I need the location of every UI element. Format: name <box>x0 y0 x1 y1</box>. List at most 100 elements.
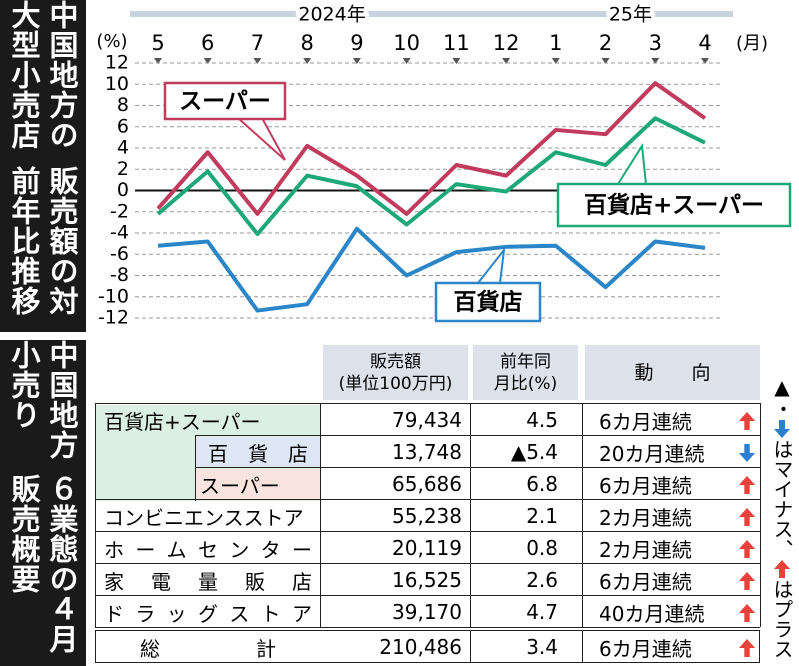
y-tick-label: -12 <box>98 307 129 329</box>
up-arrow <box>738 412 756 430</box>
y-tick-label: 0 <box>117 179 129 201</box>
header-text: (単位100万円) <box>338 373 453 394</box>
ratio-value: ▲5.4 <box>510 440 558 464</box>
x-tick-label: 7 <box>251 31 264 55</box>
legend-label: スーパー <box>179 89 271 115</box>
y-tick-label: -4 <box>110 222 129 244</box>
y-tick-label: -8 <box>110 264 129 286</box>
up-arrow <box>738 508 756 526</box>
x-tick-mark <box>203 58 212 64</box>
ratio-value: 2.1 <box>526 504 558 528</box>
title-line: ６業態の４月販売概要 <box>7 474 79 655</box>
rule <box>195 435 760 436</box>
trend-value: 6カ月連続 <box>585 565 760 595</box>
header-text: 月比(%) <box>493 373 558 394</box>
up-arrow-icon <box>774 560 790 578</box>
callout-box <box>434 281 542 323</box>
up-arrow <box>738 639 756 657</box>
rule <box>582 403 583 627</box>
y-tick-label: 6 <box>117 115 129 137</box>
trend-value: 6カ月連続 <box>585 632 760 662</box>
rule <box>195 467 760 468</box>
row-name: 総計 <box>140 636 276 661</box>
down-arrow <box>738 444 756 462</box>
rule <box>760 403 761 627</box>
rule <box>582 630 583 663</box>
trend-value: 6カ月連続 <box>585 469 760 499</box>
total-box <box>95 630 760 663</box>
y-tick-label: 12 <box>105 52 129 74</box>
row-name: スーパー <box>196 469 320 499</box>
title-line: 中国地方小売り <box>7 340 79 460</box>
x-tick-mark <box>452 58 461 64</box>
x-tick-label: 4 <box>698 31 711 55</box>
trend-value: 6カ月連続 <box>585 405 760 435</box>
header-text: 販売額 <box>370 351 421 372</box>
row-name: ドラッグストア <box>104 601 312 626</box>
header-text: 前年同 <box>500 351 551 372</box>
rule <box>95 499 760 500</box>
sales-value: 210,486 <box>379 635 462 659</box>
ratio-value: 4.5 <box>526 408 558 432</box>
x-tick-mark <box>551 58 560 64</box>
ratio-value: 6.8 <box>526 472 558 496</box>
x-tick-label: 10 <box>393 31 420 55</box>
y-tick-label: -10 <box>98 285 129 307</box>
x-tick-mark <box>352 58 361 64</box>
trend-value: 2カ月連続 <box>585 533 760 563</box>
x-tick-mark <box>154 58 162 64</box>
sales-value: 20,119 <box>392 536 462 560</box>
sales-value: 55,238 <box>392 504 462 528</box>
y-tick-label: 2 <box>117 158 129 180</box>
year-label: 25年 <box>609 4 652 26</box>
x-tick-label: 8 <box>300 31 313 55</box>
x-tick-label: 11 <box>443 31 470 55</box>
rule <box>320 403 321 627</box>
sales-value: 39,170 <box>392 600 462 624</box>
year-label: 2024年 <box>298 4 365 26</box>
legend-label: 百貨店+スーパー <box>584 192 764 219</box>
rule <box>95 595 760 596</box>
x-tick-mark <box>303 58 312 64</box>
year-band <box>527 11 733 17</box>
year-band <box>130 11 535 17</box>
up-arrow <box>738 476 756 494</box>
callout-box <box>163 81 287 121</box>
y-tick-label: 8 <box>117 94 129 116</box>
x-tick-label: 12 <box>493 31 520 55</box>
note-text: はプラス <box>770 579 794 659</box>
x-tick-label: 3 <box>649 31 662 55</box>
x-unit: (月) <box>736 33 768 54</box>
row-name: 百貨店+スーパー <box>104 409 261 434</box>
row-name: ホームセンター <box>104 537 312 562</box>
x-tick-label: 1 <box>549 31 562 55</box>
x-tick-label: 9 <box>350 31 363 55</box>
up-arrow <box>738 540 756 558</box>
trend-value: 2カ月連続 <box>585 501 760 531</box>
rule <box>95 627 760 628</box>
note-text: ▲・ <box>770 375 794 419</box>
up-arrow <box>738 572 756 590</box>
trend-value: 40カ月連続 <box>585 597 760 627</box>
trend-value: 20カ月連続 <box>585 437 760 467</box>
header-sales: 販売額 (単位100万円) <box>323 345 468 400</box>
sales-value: 16,525 <box>392 568 462 592</box>
row-name: 家電量販店 <box>104 569 312 594</box>
y-tick-label: -2 <box>110 200 129 222</box>
x-tick-label: 6 <box>201 31 214 55</box>
rule <box>470 630 471 663</box>
x-tick-mark <box>651 58 660 64</box>
up-arrow <box>738 604 756 622</box>
header-trend: 動 向 <box>585 345 760 400</box>
note: ▲・はマイナス、はプラス <box>768 375 796 659</box>
y-tick-label: 10 <box>105 73 129 95</box>
note-text: はマイナス、 <box>770 439 794 559</box>
ratio-value: 3.4 <box>526 635 558 659</box>
down-arrow-icon <box>774 420 790 438</box>
rule <box>95 531 760 532</box>
series-line <box>156 81 707 216</box>
sales-value: 13,748 <box>392 440 462 464</box>
callout-pointer <box>235 117 286 161</box>
sales-value: 79,434 <box>392 408 462 432</box>
